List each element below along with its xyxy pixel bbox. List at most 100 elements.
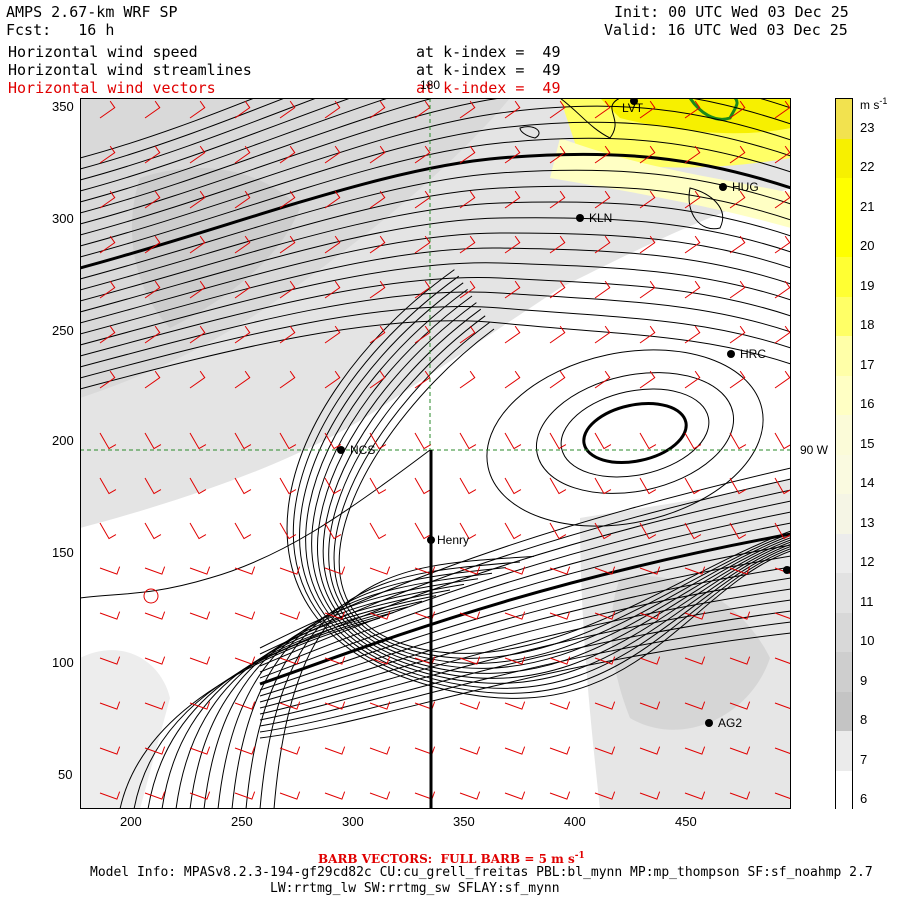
colorbar-segment bbox=[836, 415, 852, 455]
streamline bbox=[245, 567, 507, 809]
wind-barb bbox=[729, 325, 746, 344]
wind-barb bbox=[594, 370, 611, 389]
colorbar-segment bbox=[836, 573, 852, 613]
streamline bbox=[259, 566, 791, 703]
wind-barb bbox=[729, 370, 746, 389]
wind-barb bbox=[504, 145, 521, 164]
wind-barb bbox=[369, 432, 387, 450]
streamline bbox=[231, 572, 493, 809]
wind-barb bbox=[729, 190, 746, 209]
streamline bbox=[293, 275, 791, 694]
wind-barb bbox=[189, 746, 211, 755]
colorbar-segment bbox=[836, 217, 852, 258]
streamline bbox=[333, 321, 791, 659]
wind-barb bbox=[729, 746, 751, 755]
svg-text:AG2: AG2 bbox=[718, 716, 742, 730]
wind-barb bbox=[369, 566, 391, 575]
streamline bbox=[259, 544, 791, 691]
streamline bbox=[80, 105, 791, 236]
wind-barb bbox=[324, 190, 341, 209]
colorbar-label: 20 bbox=[860, 238, 875, 253]
wind-barb bbox=[684, 370, 701, 389]
wind-barb bbox=[369, 235, 386, 254]
wind-barb bbox=[369, 100, 386, 119]
init-time: Init: 00 UTC Wed 03 Dec 25 bbox=[614, 3, 849, 21]
wind-barb bbox=[279, 611, 301, 620]
wind-barb bbox=[369, 325, 386, 344]
wind-barb bbox=[774, 280, 791, 299]
wind-barb bbox=[279, 190, 296, 209]
wind-barb bbox=[99, 522, 117, 540]
forecast-hour: Fcst: 16 h bbox=[6, 21, 115, 39]
wind-barb bbox=[99, 701, 121, 710]
streamline bbox=[80, 276, 791, 357]
wind-barb bbox=[144, 522, 162, 540]
streamline bbox=[338, 328, 791, 654]
wind-barb bbox=[684, 701, 706, 710]
colorbar-label: 11 bbox=[860, 593, 874, 609]
wind-barb bbox=[414, 235, 431, 254]
wind-barb bbox=[594, 432, 612, 450]
x-tick: 200 bbox=[120, 814, 142, 829]
wind-barb bbox=[324, 701, 346, 710]
streamline bbox=[259, 555, 791, 697]
colorbar-segment bbox=[836, 99, 852, 139]
wind-barb bbox=[99, 325, 116, 344]
wind-barb bbox=[774, 190, 791, 209]
streamline bbox=[259, 500, 791, 667]
wind-barb bbox=[99, 566, 121, 575]
streamline bbox=[80, 305, 791, 379]
wind-barb bbox=[459, 656, 481, 665]
wind-barb bbox=[324, 235, 341, 254]
wind-barb bbox=[279, 746, 301, 755]
wind-barb bbox=[189, 432, 207, 450]
wind-barb bbox=[459, 611, 481, 620]
colorbar-label: 22 bbox=[860, 159, 875, 174]
streamline bbox=[80, 291, 791, 368]
wind-barb bbox=[684, 477, 702, 495]
wind-barb bbox=[459, 477, 477, 495]
colorbar-label: 10 bbox=[860, 633, 875, 648]
wind-barb bbox=[684, 522, 702, 540]
colorbar-label: 14 bbox=[860, 475, 875, 490]
colorbar-label: 16 bbox=[860, 396, 875, 411]
wind-speed-shading bbox=[80, 98, 791, 809]
wind-barb bbox=[144, 791, 166, 800]
wind-barb bbox=[144, 280, 161, 299]
wind-barb bbox=[234, 791, 256, 800]
wind-barb bbox=[504, 477, 522, 495]
wind-barb bbox=[549, 791, 571, 800]
colorbar-segment bbox=[836, 257, 852, 297]
wind-barb bbox=[144, 746, 166, 755]
wind-barb bbox=[324, 746, 346, 755]
colorbar-unit: m s-1 bbox=[860, 96, 888, 112]
streamline bbox=[203, 583, 465, 809]
parallel-label: 90 W bbox=[800, 443, 829, 457]
wind-barb bbox=[774, 522, 791, 540]
colorbar-segment bbox=[836, 454, 852, 495]
model-info-line-2: LW:rrtmg_lw SW:rrtmg_sw SFLAY:sf_mynn bbox=[270, 881, 560, 896]
wind-barb bbox=[549, 280, 566, 299]
svg-text:HUG: HUG bbox=[732, 180, 759, 194]
wind-barb bbox=[774, 477, 791, 495]
valid-time: Valid: 16 UTC Wed 03 Dec 25 bbox=[604, 21, 848, 39]
colorbar-segment bbox=[836, 770, 852, 811]
colorbar-segment bbox=[836, 138, 852, 179]
wind-barb bbox=[189, 190, 206, 209]
wind-barb bbox=[234, 432, 252, 450]
wind-barb bbox=[369, 611, 391, 620]
wind-barb bbox=[369, 522, 387, 540]
wind-barb bbox=[369, 190, 386, 209]
wind-barb bbox=[324, 280, 341, 299]
streamline bbox=[259, 599, 791, 721]
wind-barb bbox=[189, 522, 207, 540]
wind-barb bbox=[324, 100, 341, 119]
wind-barb bbox=[99, 190, 116, 209]
wind-barb bbox=[189, 611, 211, 620]
wind-barb bbox=[594, 701, 616, 710]
wind-barb bbox=[279, 432, 297, 450]
colorbar-segment bbox=[836, 731, 852, 771]
svg-text:NCS: NCS bbox=[350, 443, 375, 457]
wind-barb bbox=[459, 701, 481, 710]
wind-barb bbox=[774, 100, 791, 119]
